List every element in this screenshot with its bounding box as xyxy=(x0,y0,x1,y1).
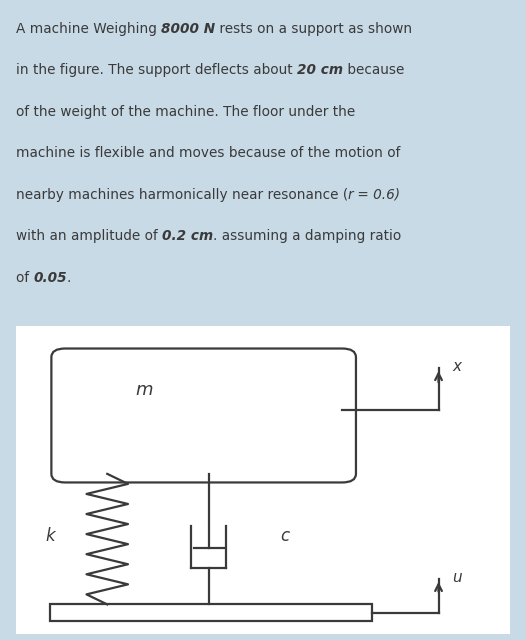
Text: = 0.6): = 0.6) xyxy=(353,188,400,202)
FancyBboxPatch shape xyxy=(13,325,513,635)
Text: machine is flexible and moves because of the motion of: machine is flexible and moves because of… xyxy=(16,147,400,161)
Text: nearby machines harmonically near resonance (: nearby machines harmonically near resona… xyxy=(16,188,348,202)
Text: rests on a support as shown: rests on a support as shown xyxy=(215,22,412,36)
Text: k: k xyxy=(46,527,55,545)
Text: c: c xyxy=(281,527,290,545)
Text: with an amplitude of: with an amplitude of xyxy=(16,229,161,243)
Text: 0.05: 0.05 xyxy=(33,271,67,285)
Text: of the weight of the machine. The floor under the: of the weight of the machine. The floor … xyxy=(16,105,355,119)
Text: r: r xyxy=(348,188,353,202)
Bar xyxy=(50,604,372,621)
Text: 0.2 cm: 0.2 cm xyxy=(161,229,213,243)
Text: in the figure. The support deflects about: in the figure. The support deflects abou… xyxy=(16,63,297,77)
Text: of: of xyxy=(16,271,33,285)
Text: x: x xyxy=(452,359,461,374)
Text: . assuming a damping ratio: . assuming a damping ratio xyxy=(213,229,401,243)
Text: m: m xyxy=(136,381,153,399)
Text: A machine Weighing: A machine Weighing xyxy=(16,22,161,36)
Text: u: u xyxy=(452,570,462,585)
Text: .: . xyxy=(67,271,71,285)
FancyBboxPatch shape xyxy=(52,349,356,483)
Text: 20 cm: 20 cm xyxy=(297,63,343,77)
Text: because: because xyxy=(343,63,404,77)
Text: 8000 N: 8000 N xyxy=(161,22,215,36)
